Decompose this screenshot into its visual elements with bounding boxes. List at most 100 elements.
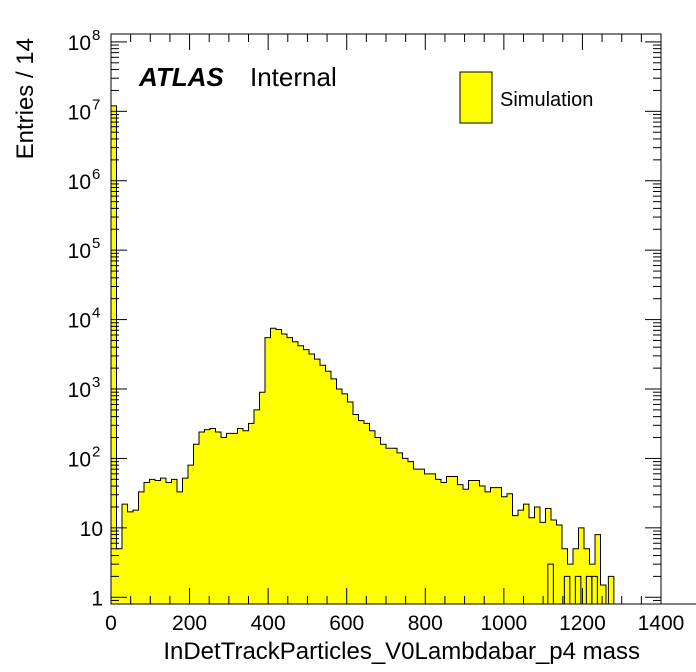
y-tick-base: 10 — [68, 379, 91, 402]
histogram-bin — [111, 105, 117, 605]
histogram-bin — [364, 423, 370, 604]
histogram-bin — [430, 473, 436, 604]
histogram-bin — [402, 458, 408, 604]
histogram-bin — [529, 517, 535, 604]
y-tick-base: 10 — [68, 240, 91, 263]
histogram-bin — [138, 491, 144, 604]
histogram-bin — [292, 341, 298, 604]
histogram-bin — [490, 487, 496, 604]
x-tick-label: 1000 — [480, 612, 527, 635]
y-tick-base: 10 — [68, 448, 91, 471]
histogram-bin — [149, 479, 155, 604]
histogram-bin — [474, 480, 480, 604]
histogram-bin — [254, 409, 260, 604]
histogram-bin — [413, 469, 419, 604]
y-tick-label: 10 4 — [68, 305, 101, 333]
y-tick-exponent: 7 — [92, 96, 100, 113]
y-tick-base: 10 — [68, 310, 91, 333]
histogram-bin — [199, 432, 205, 604]
x-tick-label: 1200 — [559, 612, 606, 635]
histogram-bin — [540, 522, 546, 604]
histogram-bin — [375, 437, 381, 604]
histogram-bin — [479, 486, 485, 604]
histogram-bin — [298, 345, 304, 604]
histogram-bin — [325, 371, 331, 604]
histogram-bin — [358, 420, 364, 604]
histogram-outline — [110, 105, 696, 605]
histogram-bin — [556, 524, 562, 604]
histogram-bin — [248, 423, 254, 604]
y-tick-exponent: 5 — [92, 235, 100, 252]
histogram-bin — [507, 493, 513, 604]
histogram-bin — [578, 527, 584, 604]
histogram-bin — [144, 482, 150, 604]
y-tick-base: 1 — [91, 587, 103, 610]
y-tick-label: 10 5 — [68, 235, 101, 263]
histogram-bin — [369, 430, 375, 604]
histogram-bin — [171, 479, 177, 604]
histogram-bin — [586, 576, 592, 604]
histogram-bin — [309, 353, 315, 604]
histogram-bin — [534, 506, 540, 604]
legend-swatch-simulation — [459, 71, 493, 124]
histogram-bin — [232, 433, 238, 604]
histogram-bin — [133, 510, 139, 604]
histogram-bin — [463, 489, 469, 604]
histogram-bin — [193, 444, 199, 604]
histogram-bin — [320, 365, 326, 604]
histogram-bin — [243, 430, 249, 604]
histogram-bin — [237, 428, 243, 604]
y-tick-exponent: 2 — [92, 443, 100, 460]
y-axis-title: Entries / 14 — [12, 38, 39, 159]
histogram-bin — [347, 401, 353, 604]
x-tick-label: 600 — [329, 612, 364, 635]
histogram-bin — [182, 478, 188, 604]
histogram-bin — [608, 576, 614, 604]
histogram-bin — [591, 576, 598, 604]
histogram-bin — [600, 585, 606, 604]
histogram-outline — [607, 575, 615, 604]
y-tick-base: 10 — [68, 171, 91, 194]
histogram-bin — [336, 389, 342, 604]
histogram-bin — [221, 437, 227, 604]
histogram-bin — [564, 576, 570, 604]
x-tick-label: 1400 — [638, 612, 685, 635]
y-tick-label: 10 3 — [68, 374, 101, 402]
histogram-bin — [457, 484, 463, 604]
histogram-bin — [177, 491, 183, 604]
histogram-bin — [452, 476, 458, 604]
histogram-bin — [276, 329, 282, 604]
x-tick-label: 400 — [251, 612, 286, 635]
histogram-bin — [314, 359, 320, 604]
y-tick-exponent: 3 — [92, 374, 100, 391]
histogram-bin — [127, 511, 133, 604]
y-tick-label: 10 8 — [68, 27, 101, 55]
histogram-outline — [547, 563, 554, 604]
histogram-bin — [496, 487, 502, 604]
x-tick-label: 200 — [172, 612, 207, 635]
y-tick-label: 1 — [91, 587, 103, 610]
y-tick-base: 10 — [68, 101, 91, 124]
histogram-bin — [397, 452, 403, 604]
histogram-bin — [287, 337, 293, 604]
legend-label-simulation: Simulation — [500, 89, 593, 111]
atlas-label: ATLAS — [138, 62, 224, 92]
histogram-bars — [110, 105, 696, 605]
histogram-bin — [380, 444, 386, 604]
y-tick-base: 10 — [80, 518, 103, 541]
y-tick-exponent: 8 — [92, 27, 100, 44]
histogram-bin — [281, 334, 287, 604]
histogram-bin — [122, 504, 128, 604]
histogram-bin — [353, 414, 359, 604]
histogram-outline — [591, 575, 598, 604]
histogram-bin — [303, 349, 309, 604]
histogram-bin — [441, 482, 447, 604]
histogram-bin — [116, 548, 122, 604]
histogram-bin — [210, 428, 216, 604]
histogram-bin — [166, 482, 172, 604]
x-axis-title: InDetTrackParticles_V0Lambdabar_p4 mass — [163, 638, 640, 665]
y-tick-label: 10 6 — [68, 166, 101, 194]
histogram-bin — [595, 534, 601, 604]
histogram-bin — [424, 473, 430, 604]
